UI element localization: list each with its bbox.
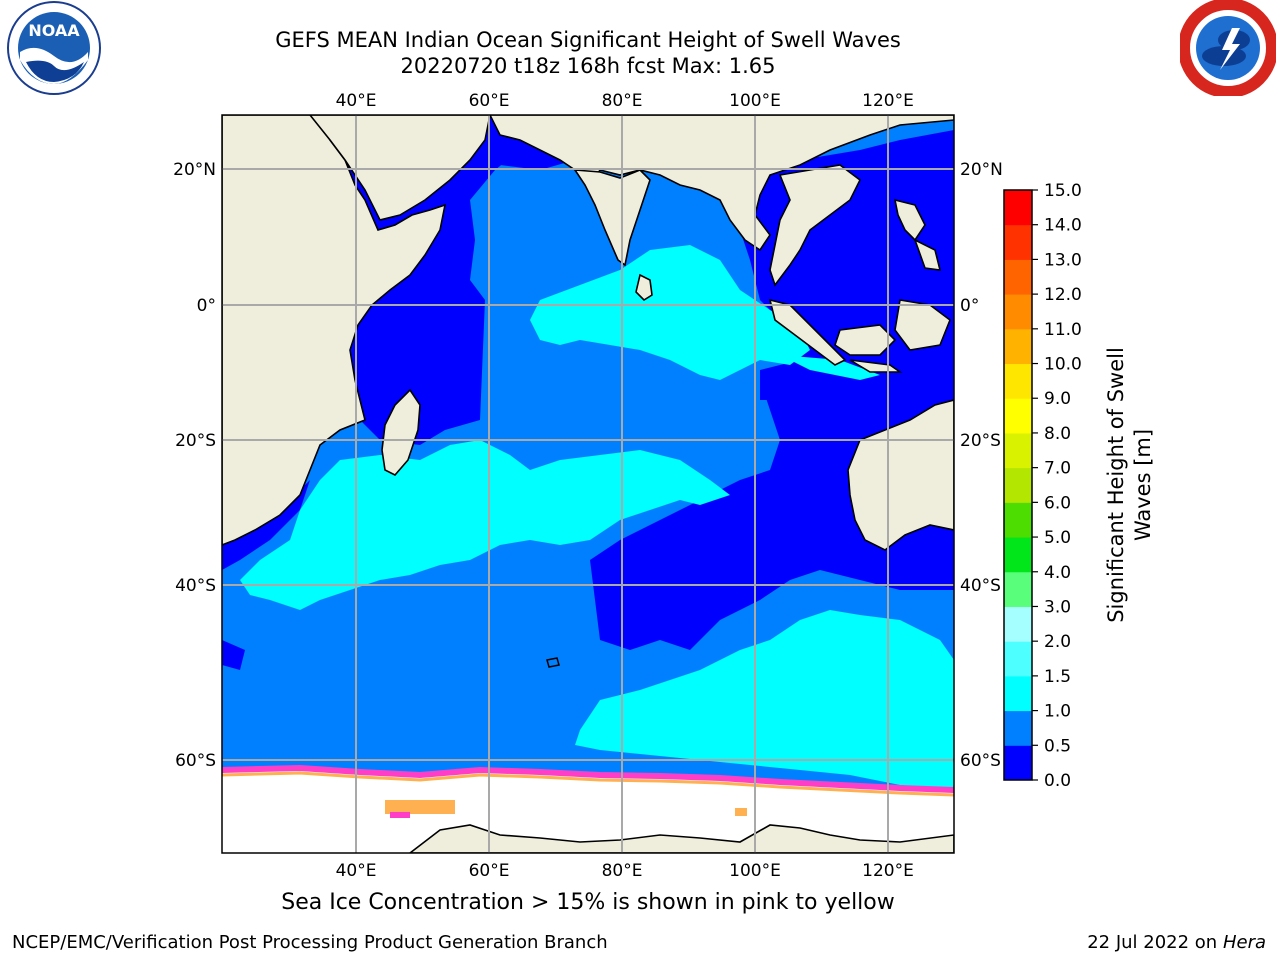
colorbar-tick-label: 0.0 (1044, 771, 1071, 791)
lon-tick-bottom-80e: 80°E (602, 861, 643, 881)
colorbar-segment (1004, 294, 1032, 330)
colorbar-segment (1004, 328, 1032, 365)
lon-tick-top-60e: 60°E (469, 91, 510, 111)
lon-tick-top-80e: 80°E (602, 91, 643, 111)
colorbar-tick-label: 1.0 (1044, 702, 1071, 722)
noaa-logo: NOAA (7, 1, 101, 95)
lon-tick-bottom-60e: 60°E (469, 861, 510, 881)
land-masses (222, 115, 954, 551)
colorbar-tick-label: 11.0 (1044, 320, 1082, 340)
colorbar-label-line2: Waves [m] (1131, 429, 1155, 541)
colorbar-tick-label: 4.0 (1044, 563, 1071, 583)
colorbar-tick-label: 2.0 (1044, 632, 1071, 652)
colorbar-segment (1004, 641, 1032, 677)
footer-org: NCEP/EMC/Verification Post Processing Pr… (12, 932, 608, 953)
noaa-logo-text: NOAA (28, 21, 80, 40)
high-swell-regions (240, 245, 954, 790)
lat-tick-right-60s: 60°S (960, 751, 1001, 771)
lat-tick-right-40s: 40°S (960, 576, 1001, 596)
colorbar-segment (1004, 502, 1032, 538)
colorbar-segment (1004, 710, 1032, 746)
lat-tick-left-0: 0° (197, 296, 216, 316)
colorbar-label-line1: Significant Height of Swell (1104, 347, 1128, 623)
lat-tick-left-60s: 60°S (175, 751, 216, 771)
footer-host: Hera (1222, 932, 1266, 953)
antarctic-ice (222, 764, 954, 853)
colorbar-segment (1004, 537, 1032, 573)
lon-tick-bottom-120e: 120°E (862, 861, 914, 881)
map-frame (221, 114, 955, 854)
lat-tick-left-20s: 20°S (175, 431, 216, 451)
colorbar-tick-label: 15.0 (1044, 181, 1082, 201)
colorbar-segment (1004, 224, 1032, 260)
colorbar-tick-label: 9.0 (1044, 389, 1071, 409)
footer-date: 22 Jul 2022 on Hera (1087, 932, 1266, 953)
colorbar-label-group: Significant Height of Swell Waves [m] (1104, 347, 1155, 623)
lon-tick-top-120e: 120°E (862, 91, 914, 111)
colorbar-segment (1004, 190, 1032, 226)
colorbar-tick-label: 10.0 (1044, 355, 1082, 375)
colorbar-segment (1004, 745, 1032, 781)
sea-ice-caption: Sea Ice Concentration > 15% is shown in … (281, 890, 895, 915)
colorbar-segment (1004, 675, 1032, 712)
lat-tick-right-20n: 20°N (960, 160, 1003, 180)
lat-tick-right-0: 0° (960, 296, 979, 316)
nws-logo (1180, 0, 1276, 96)
map-title: GEFS MEAN Indian Ocean Significant Heigh… (275, 28, 901, 52)
colorbar-tick-label: 8.0 (1044, 424, 1071, 444)
colorbar-tick-label: 5.0 (1044, 528, 1071, 548)
lon-tick-bottom-100e: 100°E (729, 861, 781, 881)
lon-tick-bottom-40e: 40°E (336, 861, 377, 881)
colorbar-segment (1004, 467, 1032, 503)
colorbar-tick-label: 14.0 (1044, 216, 1082, 236)
colorbar-frame (1003, 189, 1033, 781)
colorbar-segment (1004, 398, 1032, 434)
colorbar-tick-label: 13.0 (1044, 250, 1082, 270)
lat-tick-left-20n: 20°N (173, 160, 216, 180)
colorbar-tick-label: 3.0 (1044, 597, 1071, 617)
colorbar: 0.0 0.5 1.0 1.5 2.0 3.0 4.0 5.0 6.0 7.0 8.0 9.0 10.0… (1003, 181, 1082, 791)
lat-tick-right-20s: 20°S (960, 431, 1001, 451)
lon-tick-top-40e: 40°E (336, 91, 377, 111)
lon-tick-top-100e: 100°E (729, 91, 781, 111)
colorbar-segment (1004, 363, 1032, 399)
map-subtitle: 20220720 t18z 168h fcst Max: 1.65 (400, 54, 776, 78)
colorbar-segment (1004, 606, 1032, 642)
colorbar-tick-label: 1.5 (1044, 667, 1071, 687)
colorbar-tick-label: 0.5 (1044, 736, 1071, 756)
colorbar-segment (1004, 571, 1032, 607)
lat-tick-left-40s: 40°S (175, 576, 216, 596)
colorbar-tick-label: 7.0 (1044, 459, 1071, 479)
kerguelen-island (546, 657, 560, 668)
map-gridlines (222, 115, 954, 853)
colorbar-segment (1004, 432, 1032, 469)
colorbar-tick-label: 12.0 (1044, 285, 1082, 305)
colorbar-tick-label: 6.0 (1044, 493, 1071, 513)
footer-date-text: 22 Jul 2022 on (1087, 932, 1223, 953)
colorbar-segment (1004, 259, 1032, 295)
